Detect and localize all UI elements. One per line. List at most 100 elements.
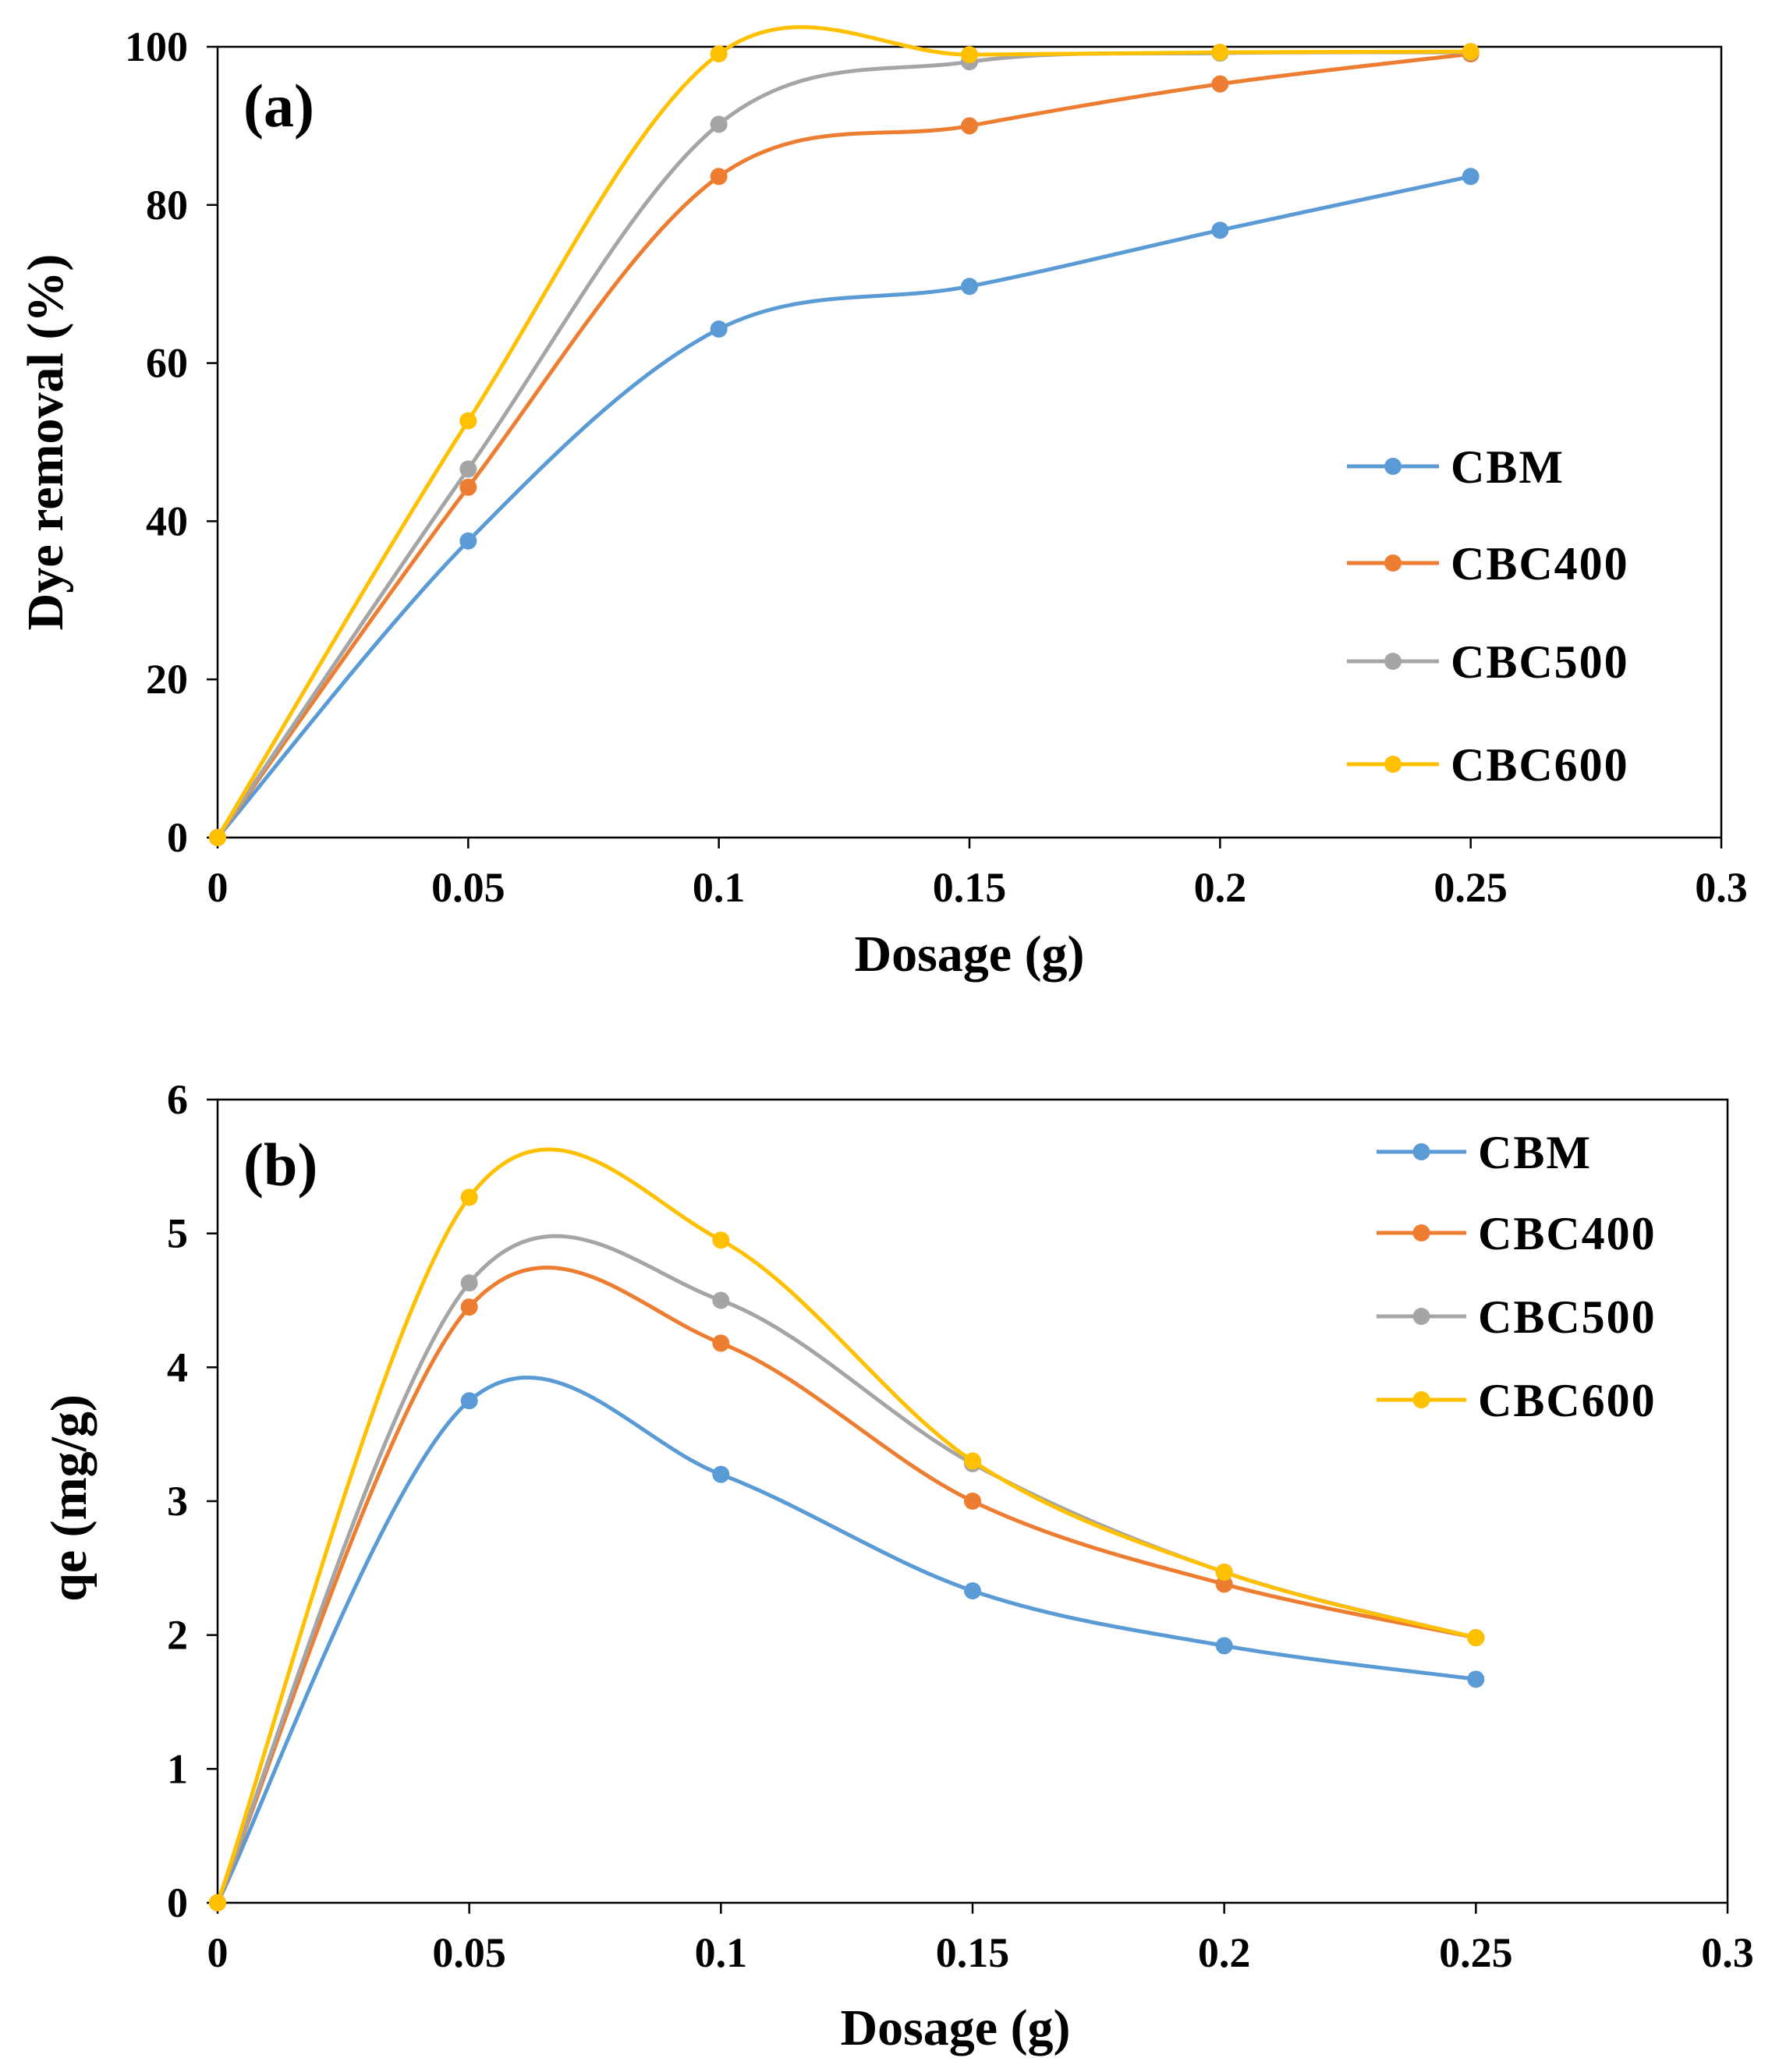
x-tick-label: 0.25 — [1434, 864, 1508, 911]
series-cbc400 — [209, 1266, 1485, 1911]
x-tick-label: 0.05 — [432, 1929, 506, 1976]
series-cbm — [209, 168, 1480, 846]
legend-item-cbc400: CBC400 — [1377, 1208, 1657, 1259]
series-line — [215, 1266, 1478, 1905]
legend-label: CBC500 — [1478, 1291, 1657, 1343]
data-point — [961, 46, 978, 64]
y-tick-label: 0 — [167, 814, 188, 861]
data-point — [1211, 221, 1229, 239]
data-point — [710, 45, 728, 63]
data-point — [961, 278, 978, 296]
y-tick-label: 100 — [125, 23, 188, 70]
data-point — [460, 1392, 478, 1410]
x-tick-label: 0.2 — [1198, 1929, 1251, 1976]
legend-item-cbc600: CBC600 — [1347, 739, 1629, 791]
panel-label: (b) — [243, 1131, 317, 1199]
y-axis-title: Dye removal (%) — [17, 254, 74, 631]
y-tick-label: 3 — [167, 1478, 188, 1525]
legend-item-cbc500: CBC500 — [1347, 636, 1629, 688]
legend-label: CBC600 — [1478, 1375, 1657, 1426]
y-tick-label: 0 — [167, 1879, 188, 1926]
series-cbc600 — [209, 1147, 1485, 1911]
data-point — [712, 1465, 730, 1483]
data-point — [712, 1334, 730, 1352]
series-line — [215, 1234, 1478, 1905]
x-tick-label: 0 — [207, 1929, 229, 1976]
data-point — [710, 320, 728, 338]
data-point — [1467, 1629, 1485, 1647]
legend-item-cbc400: CBC400 — [1347, 538, 1628, 590]
legend-label: CBM — [1451, 441, 1565, 493]
x-tick-label: 0.25 — [1439, 1929, 1513, 1976]
legend-label: CBC400 — [1478, 1208, 1657, 1259]
data-point — [964, 1582, 981, 1600]
legend-item-cbm: CBM — [1347, 441, 1565, 493]
data-point — [710, 168, 728, 186]
legend: CBM CBC400 CBC500 CBC600 — [1347, 441, 1629, 791]
y-axis-title: qe (mg/g) — [41, 1394, 97, 1602]
data-point — [712, 1231, 730, 1249]
x-tick-label: 0.2 — [1194, 864, 1247, 911]
y-tick-label: 60 — [146, 340, 188, 387]
data-point — [1211, 44, 1229, 62]
data-point — [460, 1188, 478, 1206]
chart-panel-a: 0 0.05 0.1 0.15 0.2 0.25 0.3 0 20 40 60 80 100 Dosage… — [17, 23, 1748, 983]
legend-marker — [1384, 458, 1402, 475]
legend-label: CBM — [1478, 1127, 1592, 1178]
data-point — [459, 460, 477, 478]
data-point — [710, 115, 728, 133]
x-axis-title: Dosage (g) — [854, 926, 1084, 983]
data-point — [1211, 75, 1229, 93]
series-cbc600 — [209, 25, 1480, 846]
series-line — [215, 174, 1473, 840]
legend-label: CBC600 — [1451, 739, 1629, 791]
chart-panel-b: 0 0.05 0.1 0.15 0.2 0.25 0.3 0 1 2 3 4 5 6 Dosage (g) q… — [41, 1076, 1754, 2056]
x-tick-label: 0.15 — [933, 864, 1007, 911]
y-tick-label: 1 — [167, 1745, 188, 1792]
y-tick-label: 20 — [146, 656, 188, 703]
data-point — [1462, 43, 1480, 61]
x-tick-label: 0.3 — [1695, 864, 1748, 911]
data-point — [1215, 1575, 1233, 1593]
data-point — [209, 1894, 226, 1911]
x-tick-label: 0.05 — [431, 864, 505, 911]
series-line — [215, 25, 1473, 840]
data-point — [1462, 168, 1480, 186]
data-point — [460, 1274, 478, 1292]
x-tick-label: 0.1 — [695, 1929, 748, 1976]
y-tick-label: 40 — [146, 498, 188, 544]
panel-label: (a) — [243, 72, 314, 140]
series-cbm — [209, 1376, 1485, 1911]
legend-marker — [1412, 1224, 1430, 1241]
data-point — [1467, 1670, 1485, 1688]
y-tick-label: 4 — [167, 1344, 188, 1390]
x-tick-label: 0.1 — [693, 864, 746, 911]
legend-marker — [1384, 756, 1402, 773]
legend: CBM CBC400 CBC500 CBC600 — [1377, 1127, 1657, 1426]
data-point — [459, 478, 477, 496]
legend-item-cbc600: CBC600 — [1377, 1375, 1657, 1426]
series-line — [215, 50, 1473, 840]
x-tick-label: 0.15 — [936, 1929, 1010, 1976]
legend-marker — [1384, 554, 1402, 572]
legend-marker — [1412, 1143, 1430, 1160]
series-line — [215, 51, 1473, 840]
legend-item-cbc500: CBC500 — [1377, 1291, 1657, 1343]
x-tick-label: 0.3 — [1701, 1929, 1754, 1976]
data-point — [209, 829, 226, 846]
series-cbc400 — [209, 45, 1480, 846]
legend-label: CBC500 — [1451, 636, 1629, 688]
series-line — [215, 1147, 1478, 1905]
data-point — [1215, 1563, 1233, 1581]
y-tick-label: 80 — [146, 182, 188, 228]
x-tick-label: 0 — [207, 864, 229, 911]
data-point — [1215, 1637, 1233, 1655]
data-point — [460, 1298, 478, 1316]
legend-marker — [1384, 653, 1402, 670]
y-tick-label: 5 — [167, 1210, 188, 1257]
y-tick-label: 2 — [167, 1612, 188, 1659]
legend-item-cbm: CBM — [1377, 1127, 1592, 1178]
legend-marker — [1412, 1308, 1430, 1325]
data-point — [459, 532, 477, 550]
